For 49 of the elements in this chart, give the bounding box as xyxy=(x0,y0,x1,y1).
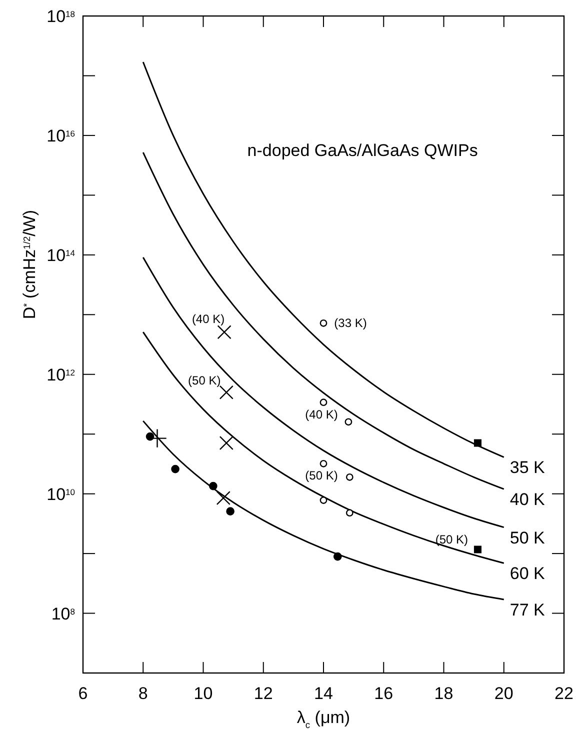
point xyxy=(320,460,328,468)
point xyxy=(344,418,352,426)
x-tick-label: 20 xyxy=(494,684,514,703)
x-tick-label: 16 xyxy=(374,684,394,703)
line-series xyxy=(142,331,505,564)
legend-label: 40 K xyxy=(510,490,546,510)
point xyxy=(219,385,234,400)
point xyxy=(320,496,328,504)
series-label: 35 K xyxy=(510,458,546,478)
point xyxy=(333,552,342,561)
series-label: 50 K xyxy=(510,528,546,548)
point xyxy=(209,482,218,490)
x-tick-label: 18 xyxy=(434,684,454,703)
point xyxy=(217,325,232,340)
x-tick-label: 12 xyxy=(254,684,273,703)
point xyxy=(219,436,234,450)
x-tick-label: 14 xyxy=(314,684,333,703)
point xyxy=(216,490,230,506)
point xyxy=(346,473,354,481)
series-label: 60 K xyxy=(510,564,546,584)
point xyxy=(474,546,482,554)
line-series xyxy=(142,420,505,600)
point xyxy=(346,509,354,517)
y-tick-label: 10$^{18}$ xyxy=(46,7,76,26)
annotation: (33 K) xyxy=(334,316,367,330)
annotation: (40 K) xyxy=(305,407,338,422)
y-tick-label: 10$^{12}$ xyxy=(46,365,76,384)
point xyxy=(171,464,180,474)
annotation: (40 K) xyxy=(192,312,225,326)
line-series xyxy=(142,256,505,528)
point xyxy=(320,398,328,406)
y-tick-label: 10$^{16}$ xyxy=(46,126,76,146)
x-tick-label: 6 xyxy=(78,684,88,703)
point xyxy=(226,507,234,516)
line-series xyxy=(142,61,505,458)
point xyxy=(474,439,482,447)
annotation: (50 K) xyxy=(435,532,468,546)
y-tick-label: 10$^{14}$ xyxy=(46,246,76,265)
annotation: (50 K) xyxy=(305,468,338,483)
point xyxy=(320,319,328,327)
legend-label: 77 K xyxy=(510,600,546,620)
x-tick-label: 8 xyxy=(138,684,148,703)
text: n-doped GaAs/AlGaAs QWIPs xyxy=(247,141,478,160)
annotation: (50 K) xyxy=(188,373,221,388)
x-axis-title: λ$_{c}$ (μm) xyxy=(296,708,350,729)
y-tick-label: 10$^{10}$ xyxy=(46,484,76,504)
y-tick-label: 10$^{8}$ xyxy=(51,604,76,624)
x-tick-label: 22 xyxy=(554,684,574,703)
x-tick-label: 10 xyxy=(194,684,213,703)
